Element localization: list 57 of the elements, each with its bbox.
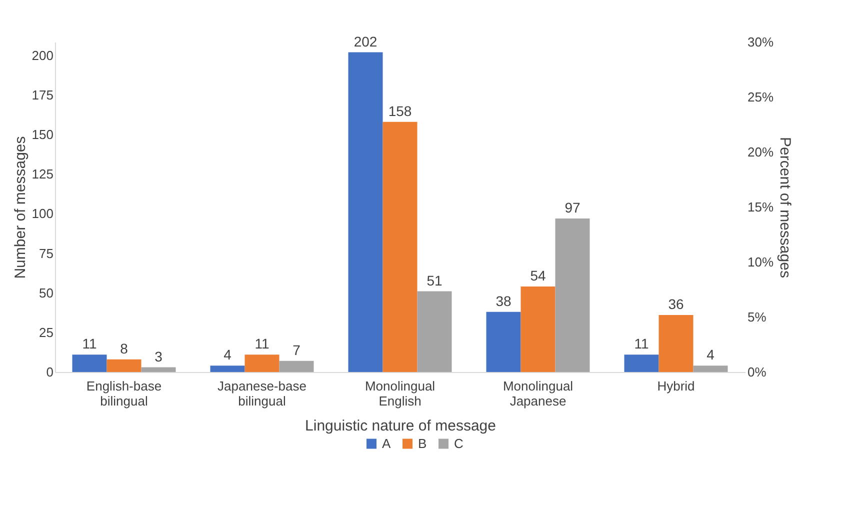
y2-tick-label: 15% (748, 200, 774, 214)
y-tick-label: 100 (32, 206, 54, 222)
data-label: 51 (426, 272, 442, 288)
bar (624, 354, 659, 372)
data-label: 36 (668, 296, 684, 312)
data-label: 3 (154, 348, 163, 364)
x-tick-label: Hybrid (657, 378, 695, 394)
y2-tick-label: 5% (748, 310, 767, 324)
y2-tick-label: 0% (748, 364, 767, 380)
y2-tick-label: 25% (748, 90, 774, 104)
data-label: 202 (354, 33, 378, 50)
bar (141, 367, 176, 372)
legend-label: A (382, 436, 391, 451)
data-label: 8 (120, 340, 128, 356)
legend-label: C (454, 436, 464, 451)
y-axis-title: Number of messages (12, 136, 29, 279)
y-tick-label: 25 (39, 324, 54, 340)
bar (106, 359, 142, 372)
bar (486, 312, 521, 372)
y-tick-label: 200 (32, 48, 54, 63)
data-label: 97 (564, 199, 580, 216)
y-tick-label: 0 (46, 364, 54, 380)
bar (555, 218, 590, 372)
bar (658, 315, 694, 372)
x-tick-label: Monolingual English (364, 378, 436, 408)
y2-axis-title: Percent of messages (776, 137, 794, 278)
bar (348, 52, 383, 372)
legend-label: B (418, 436, 427, 451)
y2-tick-label: 30% (748, 34, 774, 50)
data-label: 4 (224, 346, 232, 363)
bar (210, 366, 245, 372)
bar (693, 366, 728, 372)
data-label: 7 (292, 342, 301, 358)
data-label: 11 (634, 336, 649, 352)
bar (520, 286, 556, 372)
bar (382, 122, 418, 372)
y-tick-label: 125 (32, 166, 54, 182)
data-label: 38 (496, 292, 512, 309)
x-tick-label: Japanese-base bilingual (218, 378, 306, 408)
bar (72, 354, 107, 372)
data-label: 54 (530, 268, 546, 284)
y-tick-label: 150 (32, 127, 54, 142)
data-label: 158 (388, 102, 412, 119)
y2-tick-label: 10% (748, 254, 774, 270)
x-tick-label: English-base bilingual (86, 378, 162, 408)
bar (244, 354, 280, 372)
y-tick-label: 50 (39, 285, 54, 300)
y2-tick-label: 20% (748, 144, 774, 160)
y-tick-label: 75 (39, 246, 54, 261)
y-tick-label: 175 (32, 88, 54, 103)
data-label: 4 (706, 346, 715, 363)
x-axis-title: Linguistic nature of message (305, 418, 496, 434)
data-label: 11 (82, 336, 97, 352)
bar (417, 291, 452, 372)
bar (279, 360, 314, 372)
x-tick-label: Monolingual Japanese (502, 378, 574, 408)
data-label: 11 (254, 336, 270, 352)
